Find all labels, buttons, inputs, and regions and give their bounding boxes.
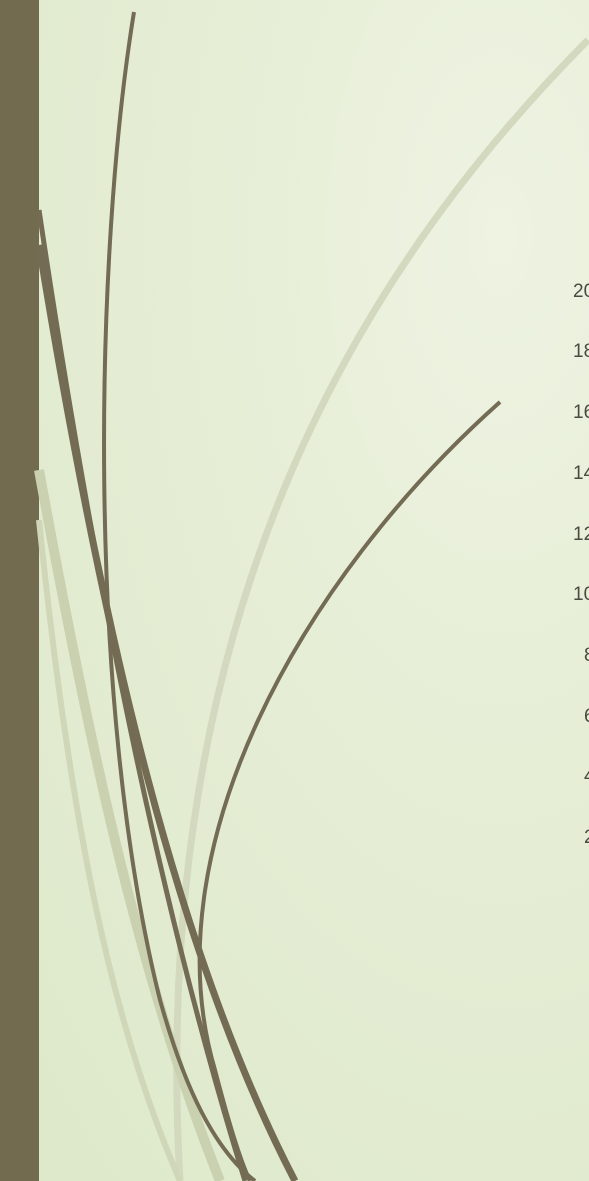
dark-curve-2: [35, 244, 299, 1181]
dark-curve-3: [102, 11, 257, 1181]
dark-curve-1: [36, 209, 248, 1181]
left-accent-bar: [0, 0, 39, 1181]
light-curve-left-2: [36, 519, 183, 1181]
light-curve-left-1: [34, 469, 225, 1181]
tick-label: 16: [573, 402, 589, 423]
tick-label: 14: [573, 463, 589, 484]
tick-label: 10: [573, 584, 589, 605]
tick-label: 18: [573, 341, 589, 362]
dark-curve-4: [197, 400, 502, 1181]
tick-label: 20: [573, 281, 589, 302]
tick-label: 8: [584, 646, 589, 665]
tick-label: 2: [584, 828, 589, 847]
tick-label: 12: [573, 524, 589, 545]
tick-label: 4: [584, 767, 589, 786]
tick-label: 6: [584, 707, 589, 726]
